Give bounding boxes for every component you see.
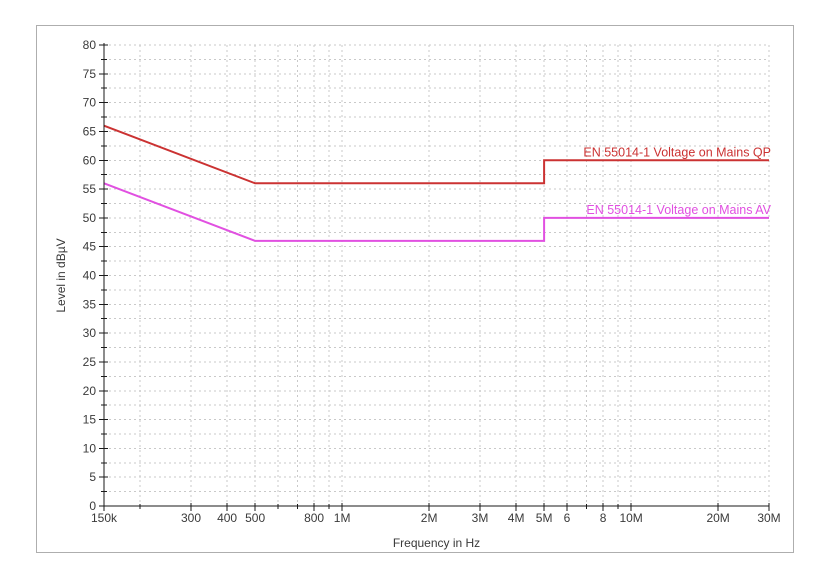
x-tick-label: 3M bbox=[472, 511, 489, 525]
x-tick-label: 300 bbox=[181, 511, 201, 525]
y-tick-label: 70 bbox=[83, 96, 97, 110]
x-tick-label: 10M bbox=[619, 511, 642, 525]
y-tick-label: 80 bbox=[83, 38, 97, 52]
y-tick-label: 75 bbox=[83, 67, 97, 81]
limit-line-qp bbox=[103, 124, 769, 185]
y-tick-label: 35 bbox=[83, 297, 97, 311]
x-tick-label: 2M bbox=[421, 511, 438, 525]
y-tick-label: 30 bbox=[83, 326, 97, 340]
y-tick-label: 45 bbox=[83, 240, 97, 254]
y-tick-label: 55 bbox=[83, 182, 97, 196]
x-tick-label: 8 bbox=[600, 511, 607, 525]
x-tick-label: 5M bbox=[536, 511, 553, 525]
y-tick-label: 40 bbox=[83, 269, 97, 283]
series-label-av: EN 55014-1 Voltage on Mains AV bbox=[586, 203, 771, 217]
y-tick-label: 5 bbox=[89, 470, 96, 484]
y-tick-label: 20 bbox=[83, 384, 97, 398]
x-tick-label: 150k bbox=[91, 511, 118, 525]
y-tick-label: 25 bbox=[83, 355, 97, 369]
y-axis-title: Level in dBµV bbox=[54, 238, 68, 312]
y-tick-label: 50 bbox=[83, 211, 97, 225]
x-tick-label: 20M bbox=[706, 511, 729, 525]
x-tick-label: 30M bbox=[757, 511, 780, 525]
x-tick-label: 500 bbox=[245, 511, 265, 525]
y-tick-label: 65 bbox=[83, 124, 97, 138]
chart-panel: 150k 300 400 500 800 1M 2M 3M 4M 5M 6 8 10M 20M 30M 0 5 1… bbox=[36, 25, 794, 553]
x-tick-label: 6 bbox=[564, 511, 571, 525]
y-tick-label: 15 bbox=[83, 413, 97, 427]
x-tick-label: 1M bbox=[334, 511, 351, 525]
y-tick-label: 60 bbox=[83, 153, 97, 167]
series-label-qp: EN 55014-1 Voltage on Mains QP bbox=[583, 145, 771, 159]
limit-line-av bbox=[103, 182, 769, 242]
y-tick-label: 10 bbox=[83, 441, 97, 455]
x-tick-label: 400 bbox=[217, 511, 237, 525]
limit-lines-chart: 150k 300 400 500 800 1M 2M 3M 4M 5M 6 8 10M 20M 30M 0 5 1… bbox=[54, 38, 781, 550]
y-tick-label: 0 bbox=[89, 499, 96, 513]
x-tick-label: 4M bbox=[508, 511, 525, 525]
x-axis-title: Frequency in Hz bbox=[393, 536, 480, 550]
x-tick-label: 800 bbox=[304, 511, 324, 525]
